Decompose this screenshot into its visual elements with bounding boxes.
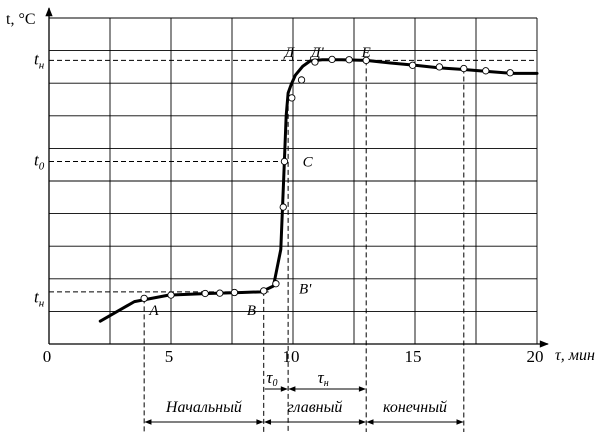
tick-labels: 0 5 10 15 20 tн t0 tн xyxy=(34,49,544,366)
x-tick-label: 0 xyxy=(43,347,52,366)
data-point xyxy=(216,289,224,297)
data-point xyxy=(272,280,280,288)
data-point xyxy=(311,58,319,66)
data-point xyxy=(140,294,148,303)
data-point xyxy=(482,67,490,75)
interval-label: τ0 xyxy=(266,368,277,389)
temperature-curve xyxy=(98,58,539,323)
data-point xyxy=(260,287,268,295)
interval-label: τн xyxy=(318,368,329,389)
data-point xyxy=(408,61,417,69)
data-point xyxy=(280,157,289,166)
data-point xyxy=(288,94,296,102)
data-point xyxy=(297,76,306,84)
data-point xyxy=(279,203,287,211)
point-label: C xyxy=(303,154,314,170)
data-point xyxy=(435,63,444,71)
x-tick-label: 20 xyxy=(527,347,544,366)
markers xyxy=(140,55,514,303)
data-point xyxy=(345,56,353,64)
phase-label: конечный xyxy=(383,399,447,416)
phase-annotations: Начальный главный конечный τ0 τн xyxy=(144,368,464,425)
guide-lines xyxy=(49,59,537,432)
point-label: A xyxy=(148,303,159,319)
data-point xyxy=(201,289,209,298)
x-axis-label: τ, мин xyxy=(555,347,595,364)
point-label: B xyxy=(247,303,256,319)
data-point xyxy=(230,288,239,297)
point-label: Д' xyxy=(309,45,325,61)
point-label: Д xyxy=(283,45,296,61)
curve-group xyxy=(98,58,539,323)
data-point xyxy=(506,69,514,77)
x-tick-label: 5 xyxy=(165,347,174,366)
grid xyxy=(49,17,538,344)
y-tick-label: tн xyxy=(34,49,45,71)
data-point xyxy=(362,56,370,65)
y-tick-label: t0 xyxy=(34,150,45,172)
phase-label: Начальный xyxy=(165,399,242,416)
data-point xyxy=(328,55,336,64)
axes xyxy=(45,7,549,348)
point-labels: A B B' C Д Д' E xyxy=(148,45,370,319)
y-tick-label: tн xyxy=(34,287,45,309)
data-point xyxy=(460,64,468,73)
x-tick-label: 10 xyxy=(283,347,300,366)
point-label: E xyxy=(361,45,371,61)
y-axis-label: t, °C xyxy=(6,11,36,28)
phase-label: главный xyxy=(287,399,342,416)
data-point xyxy=(167,291,175,299)
x-tick-label: 15 xyxy=(405,347,422,366)
point-label: B' xyxy=(299,282,312,298)
